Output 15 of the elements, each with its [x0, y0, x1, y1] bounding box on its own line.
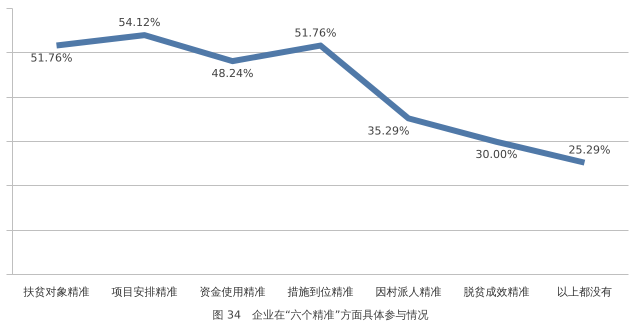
x-tick-label: 项目安排精准	[112, 286, 178, 298]
x-tick-label: 脱贫成效精准	[464, 286, 530, 298]
x-tick-label: 以上都没有	[557, 286, 612, 298]
data-label: 35.29%	[368, 124, 410, 138]
data-label: 25.29%	[568, 144, 610, 157]
data-label: 54.12%	[118, 16, 160, 30]
x-tick-label: 措施到位精准	[288, 286, 354, 298]
data-label: 30.00%	[476, 148, 518, 161]
data-label: 51.76%	[294, 26, 336, 40]
x-tick-label: 扶贫对象精准	[22, 286, 90, 298]
x-tick-label: 因村派人精准	[376, 286, 442, 298]
text: 图 34 企业在“六个精准”方面具体参与情况	[212, 308, 428, 322]
x-tick-label: 资金使用精准	[200, 286, 266, 298]
data-label: 51.76%	[30, 52, 72, 65]
data-label: 48.24%	[212, 67, 254, 80]
